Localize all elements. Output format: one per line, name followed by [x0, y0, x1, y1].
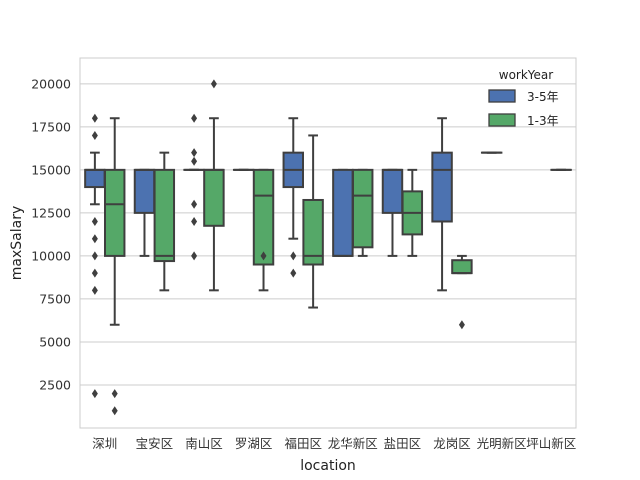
box: [103, 168, 126, 257]
plot-frame: [79, 57, 577, 429]
y-tick-label: 20000: [31, 76, 71, 91]
outlier-point: [458, 320, 465, 330]
x-tick-label: 坪山新区: [526, 436, 576, 451]
box-group: [282, 117, 305, 278]
box: [451, 259, 473, 275]
box-group: [183, 113, 205, 261]
box: [133, 168, 156, 214]
legend-label: 3-5年: [527, 90, 559, 104]
outlier-point: [91, 113, 98, 123]
y-tick-label: 10000: [31, 248, 71, 263]
x-tick-label: 罗湖区: [235, 436, 273, 451]
outlier-point: [91, 268, 98, 278]
box-group: [451, 254, 473, 330]
x-tick-label: 深圳: [92, 436, 117, 451]
x-tick-label: 龙华新区: [328, 436, 378, 451]
box: [302, 198, 324, 266]
box-group: [332, 168, 354, 257]
box: [431, 151, 453, 223]
outlier-point: [191, 199, 198, 209]
box: [203, 168, 225, 227]
y-tick-label: 7500: [39, 291, 71, 306]
legend-swatch: [488, 113, 516, 127]
y-tick-label: 12500: [31, 205, 71, 220]
box-group: [302, 134, 324, 309]
box-group: [153, 151, 176, 292]
outlier-point: [91, 234, 98, 244]
outlier-point: [191, 251, 198, 261]
box-group: [431, 117, 453, 292]
x-tick-label: 福田区: [284, 436, 322, 451]
box-group: [351, 168, 374, 257]
x-tick-labels: 深圳 宝安区 南山区 罗湖区 福田区 龙华新区 盐田区 龙岗区 光明新区 坪山新区: [92, 436, 576, 451]
outlier-point: [290, 268, 297, 278]
x-tick-label: 龙岗区: [433, 436, 471, 451]
box-group: [84, 113, 106, 399]
outlier-point: [191, 216, 198, 226]
outlier-point: [91, 389, 98, 399]
box: [381, 168, 404, 214]
box: [153, 168, 176, 263]
legend-label: 1-3年: [527, 114, 559, 128]
box-group: [203, 79, 225, 292]
box-group: [103, 117, 126, 416]
outlier-point: [111, 406, 118, 416]
y-tick-labels: 2500 5000 7500 10000 12500 15000 17500 20000: [31, 76, 71, 392]
outlier-point: [290, 251, 297, 261]
outlier-point: [111, 389, 118, 399]
y-axis-label: maxSalary: [9, 206, 25, 280]
x-tick-label: 盐田区: [384, 436, 422, 451]
legend-swatch: [488, 89, 516, 103]
legend-title: workYear: [499, 68, 554, 82]
outlier-point: [210, 79, 217, 89]
x-axis-label: location: [300, 458, 356, 474]
outlier-point: [91, 216, 98, 226]
box: [351, 168, 374, 249]
outlier-point: [191, 148, 198, 158]
box: [332, 168, 354, 257]
boxes: [84, 79, 572, 416]
outlier-point: [191, 156, 198, 166]
legend: workYear 3-5年 1-3年: [488, 68, 559, 128]
x-tick-label: 宝安区: [136, 436, 174, 451]
outlier-point: [91, 285, 98, 295]
outlier-point: [260, 251, 267, 261]
outlier-point: [91, 130, 98, 140]
box-group: [252, 168, 275, 292]
box-group: [401, 168, 424, 257]
y-tick-label: 2500: [39, 377, 71, 392]
y-tick-label: 15000: [31, 162, 71, 177]
box: [252, 168, 275, 266]
x-tick-label: 南山区: [185, 436, 223, 451]
outlier-point: [91, 251, 98, 261]
x-tick-label: 光明新区: [477, 436, 527, 451]
y-tick-label: 17500: [31, 119, 71, 134]
y-tick-label: 5000: [39, 334, 71, 349]
outlier-point: [191, 113, 198, 123]
box: [84, 168, 106, 189]
box-group: [133, 168, 156, 257]
